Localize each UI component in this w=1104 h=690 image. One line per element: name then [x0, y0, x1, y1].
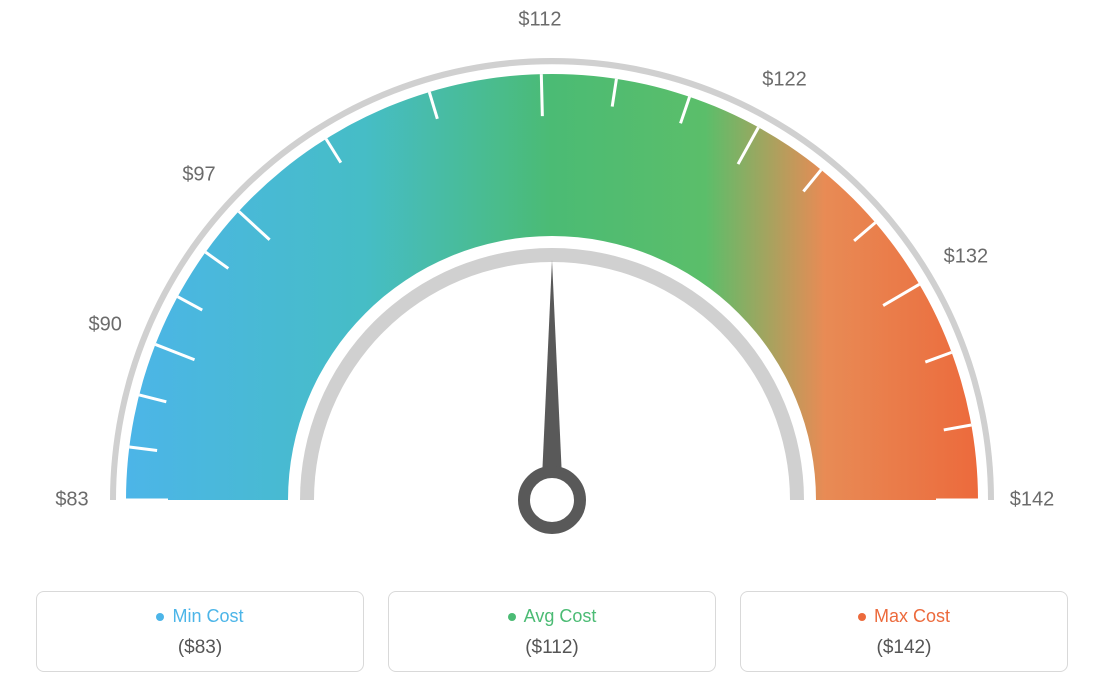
legend-title-avg: Avg Cost	[508, 606, 597, 627]
legend-title-min: Min Cost	[156, 606, 243, 627]
legend-label: Max Cost	[874, 606, 950, 627]
legend-card-avg: Avg Cost ($112)	[388, 591, 716, 672]
gauge-chart: $83 $90 $97 $112 $122 $132 $142	[0, 0, 1104, 560]
legend-row: Min Cost ($83) Avg Cost ($112) Max Cost …	[36, 591, 1068, 672]
legend-label: Min Cost	[172, 606, 243, 627]
legend-card-min: Min Cost ($83)	[36, 591, 364, 672]
legend-value-max: ($142)	[751, 637, 1057, 659]
dot-icon	[156, 613, 164, 621]
gauge-tick-label: $83	[55, 489, 88, 512]
legend-label: Avg Cost	[524, 606, 597, 627]
legend-value-min: ($83)	[47, 637, 353, 659]
legend-card-max: Max Cost ($142)	[740, 591, 1068, 672]
gauge-tick-label: $112	[518, 9, 561, 32]
legend-value-avg: ($112)	[399, 637, 705, 659]
gauge-tick-label: $142	[1010, 489, 1055, 512]
gauge-tick-label: $132	[944, 245, 989, 268]
legend-title-max: Max Cost	[858, 606, 950, 627]
gauge-tick-label: $122	[762, 69, 807, 92]
dot-icon	[508, 613, 516, 621]
gauge-tick-label: $90	[88, 313, 121, 336]
gauge-svg	[0, 0, 1104, 560]
dot-icon	[858, 613, 866, 621]
gauge-tick-label: $97	[182, 163, 215, 186]
